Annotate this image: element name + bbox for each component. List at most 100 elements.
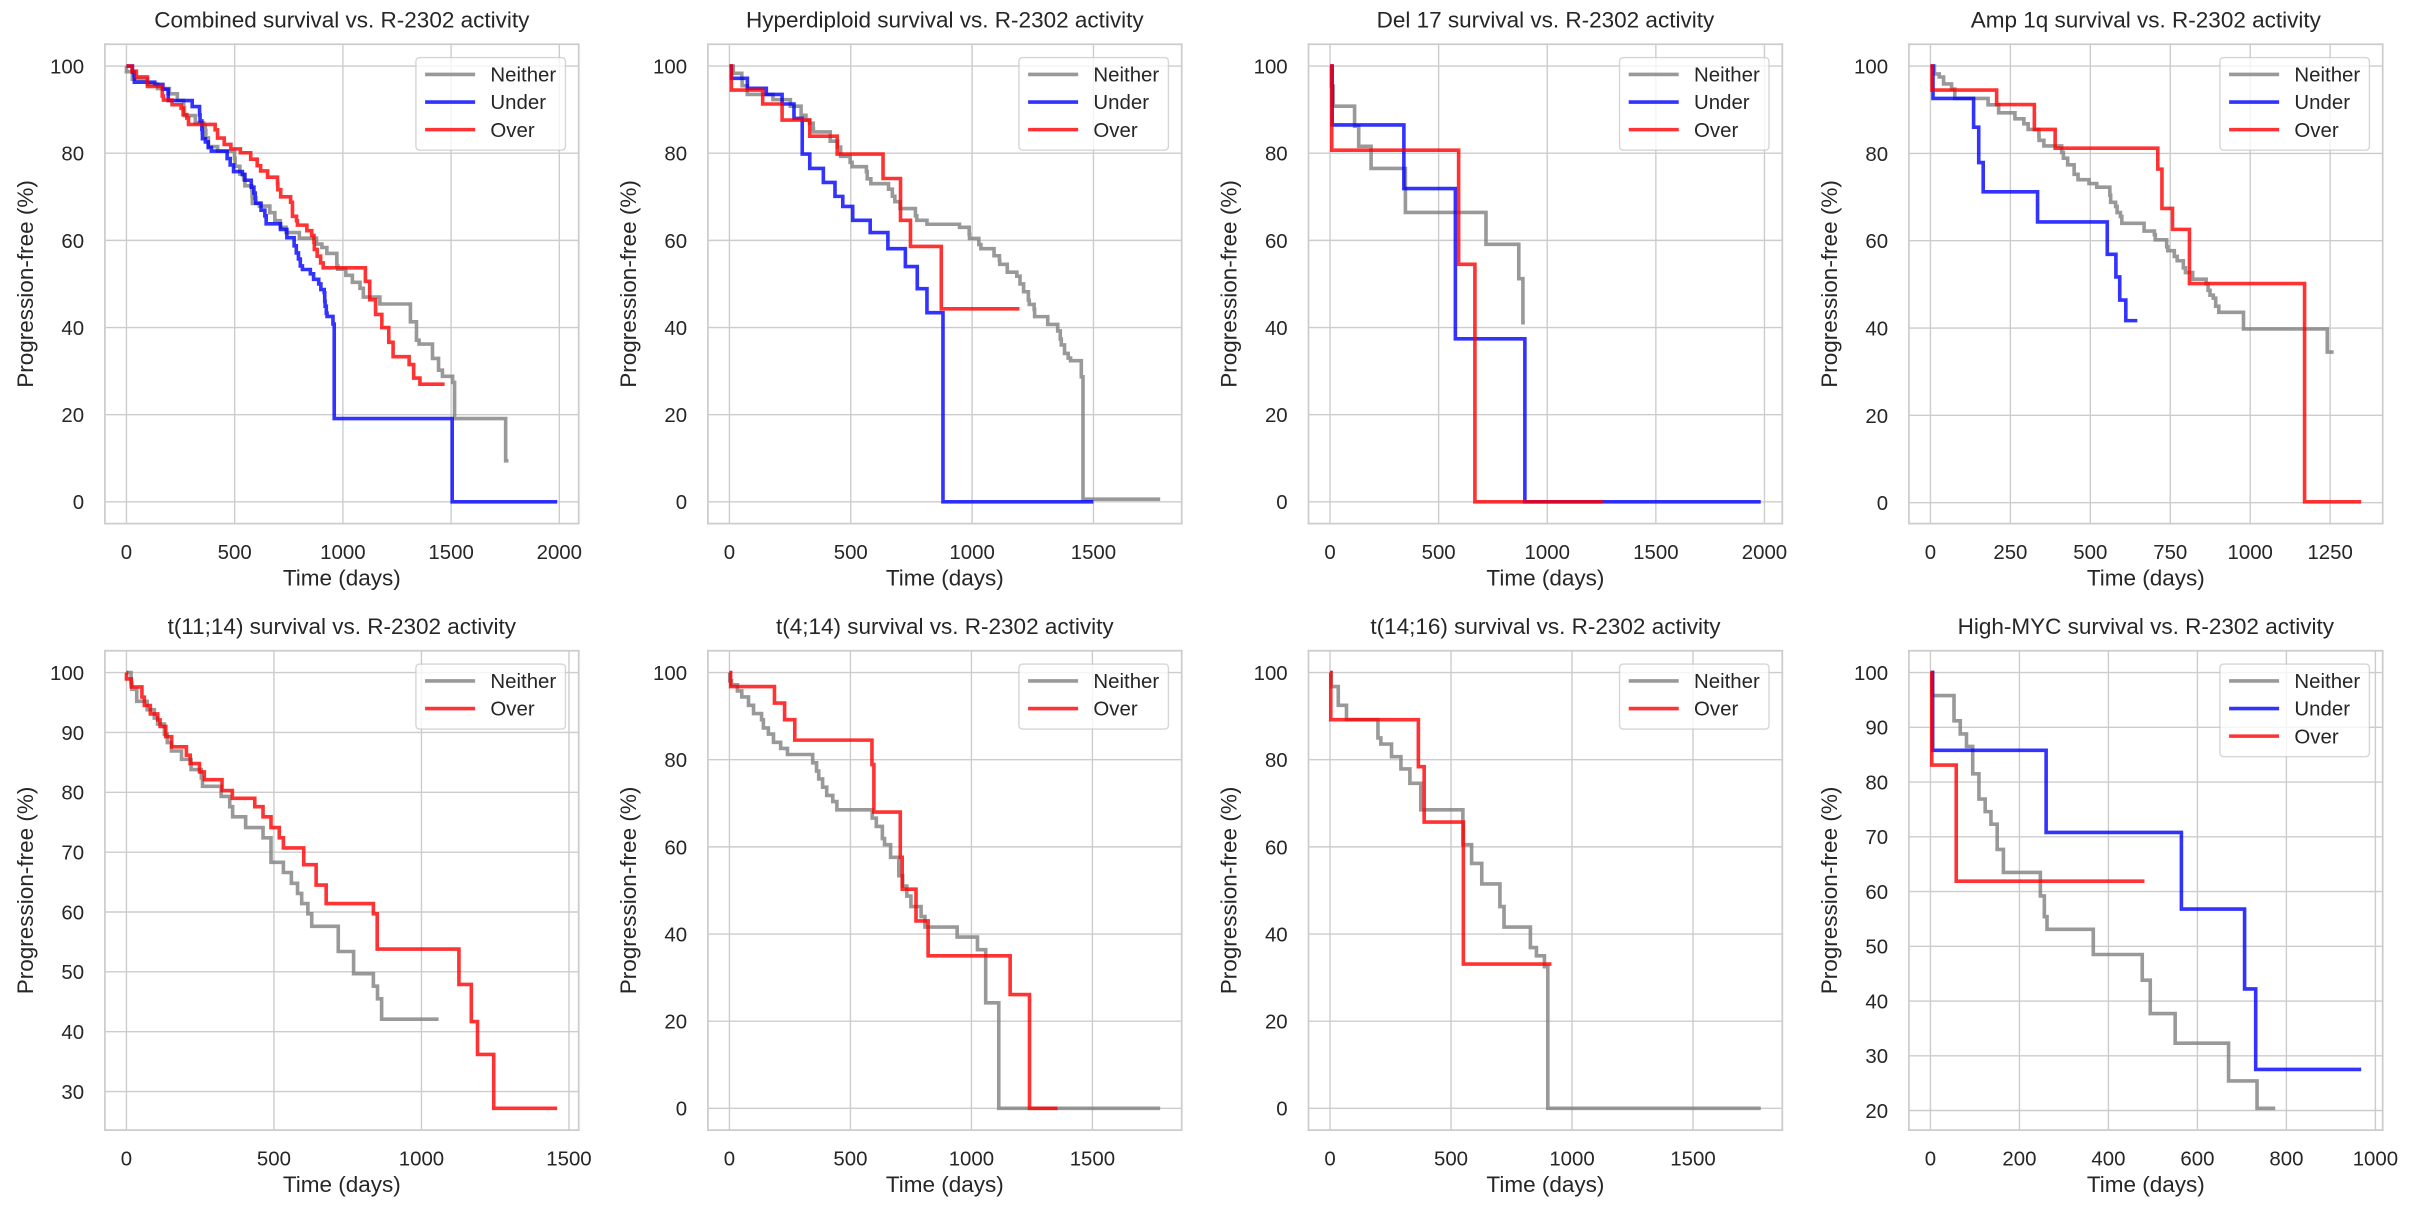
svg-text:Under: Under <box>490 92 546 114</box>
svg-text:80: 80 <box>1865 144 1888 166</box>
svg-text:t(11;14) survival vs. R-2302 a: t(11;14) survival vs. R-2302 activity <box>168 614 517 639</box>
svg-text:80: 80 <box>664 750 687 772</box>
svg-text:100: 100 <box>50 56 84 78</box>
svg-text:0: 0 <box>1877 493 1888 515</box>
svg-text:80: 80 <box>1865 772 1888 794</box>
svg-text:100: 100 <box>1854 56 1888 78</box>
svg-text:100: 100 <box>1854 663 1888 685</box>
svg-text:Time (days): Time (days) <box>2087 565 2205 590</box>
svg-text:Over: Over <box>2294 726 2338 748</box>
svg-text:40: 40 <box>61 318 84 340</box>
svg-text:0: 0 <box>1324 1149 1335 1171</box>
svg-text:60: 60 <box>664 231 687 253</box>
svg-text:20: 20 <box>1865 406 1888 428</box>
svg-text:Over: Over <box>1694 699 1738 721</box>
svg-text:Time (days): Time (days) <box>1486 1172 1604 1197</box>
svg-text:60: 60 <box>61 231 84 253</box>
svg-text:40: 40 <box>664 924 687 946</box>
svg-text:50: 50 <box>61 962 84 984</box>
svg-text:80: 80 <box>1265 144 1288 166</box>
svg-text:500: 500 <box>2073 542 2107 564</box>
svg-text:Over: Over <box>1093 699 1137 721</box>
svg-text:Over: Over <box>2294 120 2338 142</box>
svg-text:20: 20 <box>1265 405 1288 427</box>
svg-text:0: 0 <box>1276 492 1287 514</box>
svg-text:Time (days): Time (days) <box>283 565 401 590</box>
svg-text:0: 0 <box>724 1149 735 1171</box>
svg-text:20: 20 <box>1265 1012 1288 1034</box>
svg-text:30: 30 <box>61 1082 84 1104</box>
svg-text:500: 500 <box>833 1149 867 1171</box>
svg-text:1500: 1500 <box>428 542 473 564</box>
svg-text:100: 100 <box>653 56 687 78</box>
svg-text:100: 100 <box>1254 56 1288 78</box>
svg-text:50: 50 <box>1865 937 1888 959</box>
svg-text:600: 600 <box>2180 1149 2214 1171</box>
svg-text:Neither: Neither <box>1694 65 1760 87</box>
svg-text:60: 60 <box>1865 231 1888 253</box>
svg-text:80: 80 <box>1265 750 1288 772</box>
svg-text:1000: 1000 <box>399 1149 444 1171</box>
svg-text:800: 800 <box>2269 1149 2303 1171</box>
svg-text:20: 20 <box>1865 1101 1888 1123</box>
svg-text:1000: 1000 <box>2228 542 2273 564</box>
svg-text:250: 250 <box>1993 542 2027 564</box>
svg-text:High-MYC survival vs. R-2302 a: High-MYC survival vs. R-2302 activity <box>1958 614 2335 639</box>
svg-text:40: 40 <box>1265 924 1288 946</box>
svg-text:0: 0 <box>1276 1099 1287 1121</box>
svg-text:0: 0 <box>1925 1149 1936 1171</box>
svg-text:20: 20 <box>664 405 687 427</box>
svg-text:Under: Under <box>1093 92 1149 114</box>
svg-text:1000: 1000 <box>320 542 365 564</box>
svg-text:500: 500 <box>1422 542 1456 564</box>
svg-text:t(4;14) survival vs. R-2302 ac: t(4;14) survival vs. R-2302 activity <box>776 614 1114 639</box>
svg-text:80: 80 <box>61 783 84 805</box>
svg-text:1000: 1000 <box>1525 542 1570 564</box>
svg-text:Over: Over <box>490 699 534 721</box>
svg-text:1500: 1500 <box>546 1149 591 1171</box>
svg-text:500: 500 <box>257 1149 291 1171</box>
svg-text:500: 500 <box>1434 1149 1468 1171</box>
svg-text:Neither: Neither <box>1093 671 1159 693</box>
svg-text:1500: 1500 <box>1070 1149 1115 1171</box>
svg-text:1000: 1000 <box>2353 1149 2398 1171</box>
svg-text:0: 0 <box>676 1099 687 1121</box>
svg-text:Progression-free (%): Progression-free (%) <box>1817 180 1842 388</box>
svg-text:Progression-free (%): Progression-free (%) <box>616 180 641 388</box>
svg-text:Time (days): Time (days) <box>2087 1172 2205 1197</box>
svg-text:60: 60 <box>1865 882 1888 904</box>
svg-text:400: 400 <box>2091 1149 2125 1171</box>
svg-text:Over: Over <box>490 120 534 142</box>
svg-text:40: 40 <box>1265 318 1288 340</box>
svg-text:750: 750 <box>2153 542 2187 564</box>
svg-text:0: 0 <box>121 1149 132 1171</box>
svg-text:100: 100 <box>653 663 687 685</box>
svg-text:500: 500 <box>218 542 252 564</box>
svg-text:Neither: Neither <box>490 65 556 87</box>
svg-text:2000: 2000 <box>537 542 582 564</box>
svg-text:0: 0 <box>121 542 132 564</box>
svg-text:1500: 1500 <box>1071 542 1116 564</box>
svg-text:Neither: Neither <box>2294 671 2360 693</box>
svg-text:Neither: Neither <box>490 671 556 693</box>
svg-text:1500: 1500 <box>1670 1149 1715 1171</box>
svg-text:Time (days): Time (days) <box>886 1172 1004 1197</box>
svg-text:t(14;16) survival vs. R-2302 a: t(14;16) survival vs. R-2302 activity <box>1370 614 1721 639</box>
svg-text:Progression-free (%): Progression-free (%) <box>1216 180 1241 388</box>
svg-text:Progression-free (%): Progression-free (%) <box>1216 787 1241 995</box>
svg-text:Progression-free (%): Progression-free (%) <box>13 787 38 995</box>
svg-text:90: 90 <box>1865 718 1888 740</box>
svg-text:Time (days): Time (days) <box>1486 565 1604 590</box>
svg-text:100: 100 <box>50 663 84 685</box>
svg-text:40: 40 <box>1865 991 1888 1013</box>
svg-text:Over: Over <box>1093 120 1137 142</box>
svg-text:80: 80 <box>61 144 84 166</box>
svg-text:Amp 1q survival vs. R-2302 act: Amp 1q survival vs. R-2302 activity <box>1971 8 2322 33</box>
svg-text:90: 90 <box>61 723 84 745</box>
svg-text:20: 20 <box>664 1012 687 1034</box>
svg-text:0: 0 <box>1324 542 1335 564</box>
svg-text:100: 100 <box>1254 663 1288 685</box>
svg-text:1000: 1000 <box>1549 1149 1594 1171</box>
svg-text:Progression-free (%): Progression-free (%) <box>616 787 641 995</box>
svg-text:1250: 1250 <box>2307 542 2352 564</box>
